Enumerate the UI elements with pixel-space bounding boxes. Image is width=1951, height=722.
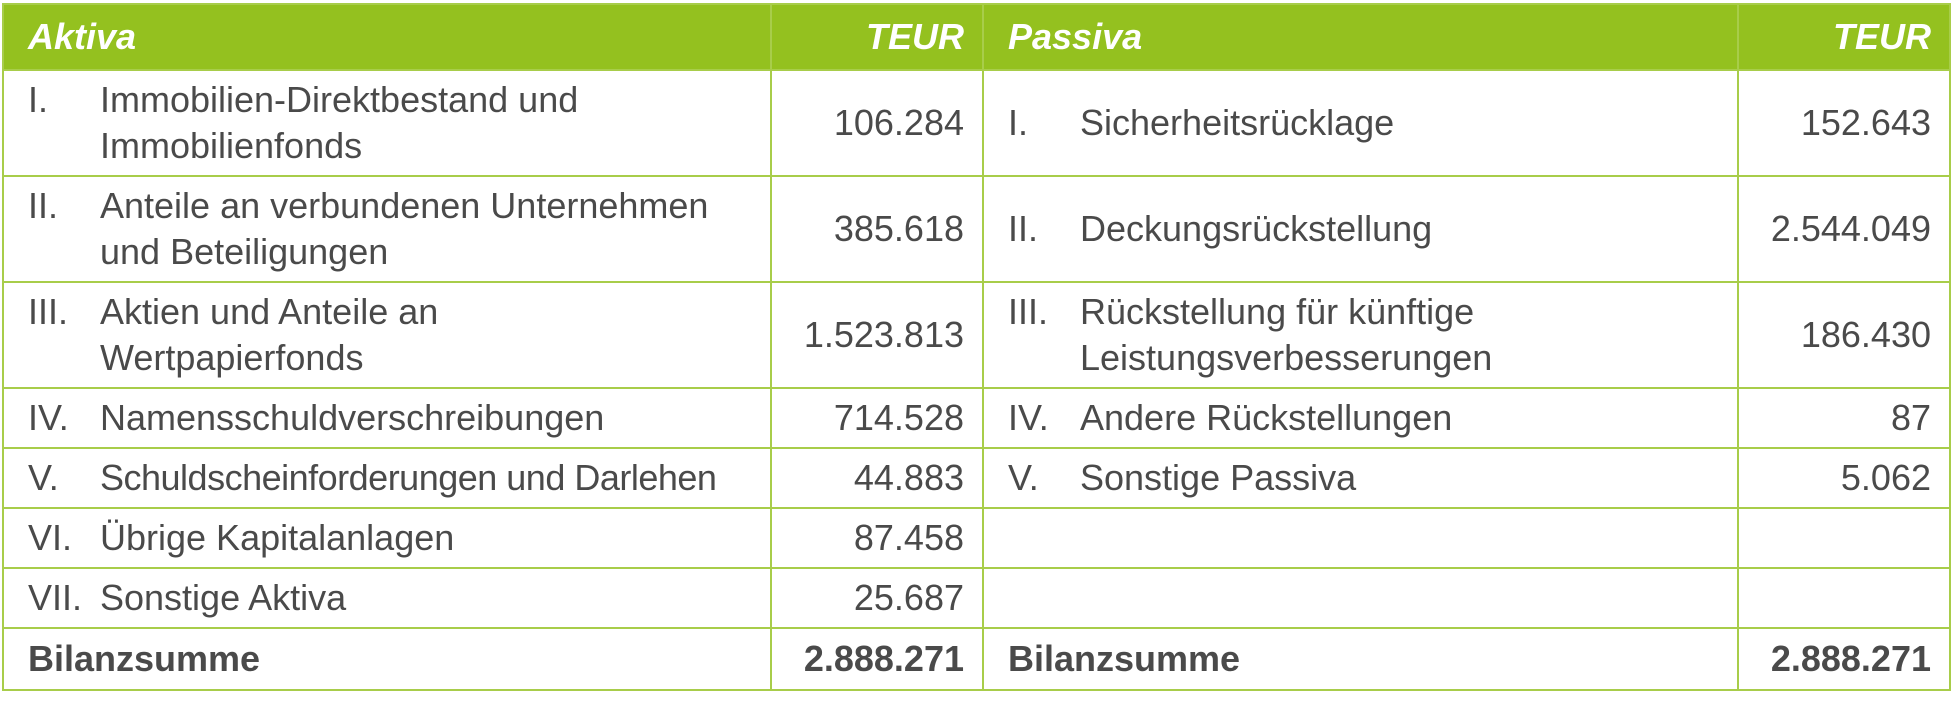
- aktiva-item-value: 106.284: [770, 69, 984, 177]
- aktiva-item-value: 25.687: [770, 567, 984, 629]
- aktiva-item-label: Übrige Kapitalanlagen: [100, 517, 455, 558]
- passiva-item-label: Sonstige Passiva: [1080, 457, 1357, 498]
- aktiva-item-number: VI.: [28, 517, 73, 558]
- aktiva-item-number: V.: [28, 457, 59, 498]
- passiva-header: Passiva: [982, 3, 1739, 71]
- header-row: Aktiva TEUR Passiva TEUR: [2, 3, 1951, 71]
- aktiva-item-number: II.: [28, 185, 59, 226]
- passiva-item-value-empty: [1737, 507, 1951, 569]
- passiva-item: I. Sicherheitsrücklage: [982, 69, 1739, 177]
- aktiva-item-value: 714.528: [770, 387, 984, 449]
- table-row: IV. Namensschuldverschreibungen 714.528 I…: [2, 387, 1951, 449]
- passiva-item: V. Sonstige Passiva: [982, 447, 1739, 509]
- table-row: V. Schuldscheinforderungen und Darlehen 4…: [2, 447, 1951, 509]
- passiva-item-number: III.: [1008, 291, 1049, 332]
- aktiva-item: I. Immobilien-Direktbestand und Immobilie…: [2, 69, 772, 177]
- passiva-item-value: 87: [1737, 387, 1951, 449]
- aktiva-item-number: IV.: [28, 397, 69, 438]
- aktiva-item-number: I.: [28, 79, 49, 120]
- aktiva-item-value: 1.523.813: [770, 281, 984, 389]
- aktiva-total-label: Bilanzsumme: [2, 627, 772, 691]
- aktiva-item-label: Sonstige Aktiva: [100, 577, 347, 618]
- aktiva-item-value: 44.883: [770, 447, 984, 509]
- passiva-item: III. Rückstellung für künftige Leistungsv…: [982, 281, 1739, 389]
- aktiva-item: VII. Sonstige Aktiva: [2, 567, 772, 629]
- aktiva-item: V. Schuldscheinforderungen und Darlehen: [2, 447, 772, 509]
- passiva-item-empty: [982, 507, 1739, 569]
- passiva-unit-header: TEUR: [1737, 3, 1951, 71]
- aktiva-item-label: Aktien und Anteile an Wertpapierfonds: [100, 291, 439, 378]
- passiva-item-number: IV.: [1008, 397, 1049, 438]
- passiva-item-number: II.: [1008, 208, 1039, 249]
- table-row: III. Aktien und Anteile an Wertpapierfond…: [2, 281, 1951, 389]
- passiva-item-label: Andere Rückstellungen: [1080, 397, 1453, 438]
- aktiva-item-number: III.: [28, 291, 69, 332]
- balance-sheet: Aktiva TEUR Passiva TEUR I. Immobilien-Di…: [2, 3, 1951, 691]
- aktiva-header: Aktiva: [2, 3, 772, 71]
- passiva-item: II. Deckungsrückstellung: [982, 175, 1739, 283]
- passiva-total-value: 2.888.271: [1737, 627, 1951, 691]
- table-row: VII. Sonstige Aktiva 25.687: [2, 567, 1951, 629]
- passiva-item-value: 186.430: [1737, 281, 1951, 389]
- aktiva-item: IV. Namensschuldverschreibungen: [2, 387, 772, 449]
- aktiva-item-value: 385.618: [770, 175, 984, 283]
- passiva-item-label: Rückstellung für künftige Leistungsverbe…: [1080, 291, 1493, 378]
- aktiva-item-label: Anteile an verbundenen Unternehmen und B…: [100, 185, 709, 272]
- passiva-item-number: I.: [1008, 102, 1029, 143]
- passiva-item: IV. Andere Rückstellungen: [982, 387, 1739, 449]
- table-row: VI. Übrige Kapitalanlagen 87.458: [2, 507, 1951, 569]
- passiva-item-value-empty: [1737, 567, 1951, 629]
- aktiva-item-value: 87.458: [770, 507, 984, 569]
- aktiva-item-number: VII.: [28, 577, 83, 618]
- aktiva-item-label: Namensschuldverschreibungen: [100, 397, 605, 438]
- aktiva-item: II. Anteile an verbundenen Unternehmen un…: [2, 175, 772, 283]
- aktiva-item-label: Immobilien-Direktbestand und Immobilienf…: [100, 79, 579, 166]
- passiva-item-empty: [982, 567, 1739, 629]
- passiva-item-value: 2.544.049: [1737, 175, 1951, 283]
- passiva-item-number: V.: [1008, 457, 1039, 498]
- balance-sheet-table: Aktiva TEUR Passiva TEUR I. Immobilien-Di…: [2, 3, 1951, 691]
- passiva-total-label: Bilanzsumme: [982, 627, 1739, 691]
- aktiva-item-label: Schuldscheinforderungen und Darlehen: [100, 457, 717, 498]
- passiva-item-value: 5.062: [1737, 447, 1951, 509]
- table-row: II. Anteile an verbundenen Unternehmen un…: [2, 175, 1951, 283]
- passiva-item-label: Sicherheitsrücklage: [1080, 102, 1395, 143]
- passiva-item-value: 152.643: [1737, 69, 1951, 177]
- aktiva-unit-header: TEUR: [770, 3, 984, 71]
- aktiva-item: III. Aktien und Anteile an Wertpapierfond…: [2, 281, 772, 389]
- total-row: Bilanzsumme 2.888.271 Bilanzsumme 2.888.…: [2, 627, 1951, 691]
- aktiva-total-value: 2.888.271: [770, 627, 984, 691]
- aktiva-item: VI. Übrige Kapitalanlagen: [2, 507, 772, 569]
- passiva-item-label: Deckungsrückstellung: [1080, 208, 1433, 249]
- table-row: I. Immobilien-Direktbestand und Immobilie…: [2, 69, 1951, 177]
